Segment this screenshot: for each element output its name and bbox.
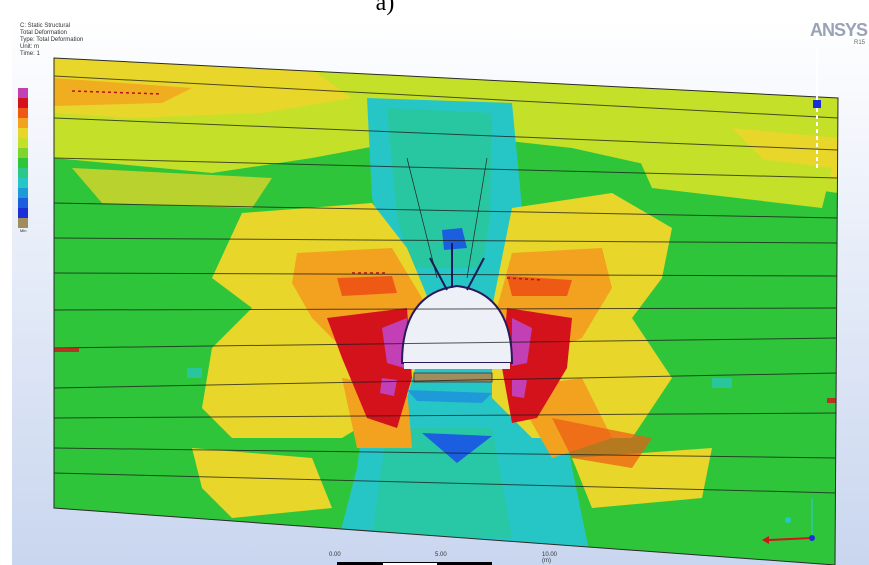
scale-label: 10.00 (m) [542, 552, 558, 564]
info-line: C: Static Structural [20, 23, 71, 29]
legend-swatch [18, 168, 28, 178]
legend-swatch [18, 118, 28, 128]
legend-row [18, 168, 70, 178]
legend-row [18, 98, 70, 108]
info-line: Type: Total Deformation [20, 37, 84, 43]
result-info-block: C: Static Structural Total Deformation T… [20, 23, 83, 58]
legend-row [18, 208, 70, 218]
legend-min-label: Min [20, 228, 27, 233]
scale-segment [437, 562, 492, 565]
scale-label: 5.00 [435, 552, 447, 558]
legend-swatch [18, 188, 28, 198]
legend-swatch [18, 178, 28, 188]
legend-row [18, 178, 70, 188]
legend-row [18, 198, 70, 208]
legend-swatch [18, 138, 28, 148]
probe-marker-icon[interactable] [813, 100, 821, 108]
legend-row [18, 118, 70, 128]
legend-swatch [18, 198, 28, 208]
legend-swatch [18, 218, 28, 228]
legend-row [18, 148, 70, 158]
legend-swatch [18, 148, 28, 158]
legend-row [18, 218, 70, 228]
legend-swatch [18, 158, 28, 168]
legend-row [18, 128, 70, 138]
legend-row [18, 188, 70, 198]
legend-swatch [18, 88, 28, 98]
legend-row [18, 138, 70, 148]
legend-row [18, 158, 70, 168]
ansys-version: R15 [853, 40, 865, 46]
legend-swatch [18, 208, 28, 218]
info-line: Unit: m [20, 44, 40, 50]
scale-segment [337, 562, 382, 565]
legend-swatch [18, 128, 28, 138]
info-line: Total Deformation [20, 30, 68, 36]
legend-swatch [18, 108, 28, 118]
legend-swatch [18, 98, 28, 108]
contour-plot[interactable] [12, 18, 869, 565]
legend-row [18, 108, 70, 118]
color-legend[interactable]: Min [18, 88, 70, 233]
ansys-graphics-viewport[interactable]: C: Static Structural Total Deformation T… [12, 18, 869, 565]
contour-bands [54, 58, 838, 565]
scale-label: 0.00 [329, 552, 341, 558]
legend-row [18, 88, 70, 98]
info-line: Time: 1 [20, 51, 40, 57]
axis-triad-icon[interactable] [762, 498, 815, 544]
ansys-logo: ANSYS [809, 20, 868, 40]
scale-bar: 0.00 5.00 10.00 (m) [317, 552, 567, 565]
figure-caption: a) [375, 0, 395, 16]
